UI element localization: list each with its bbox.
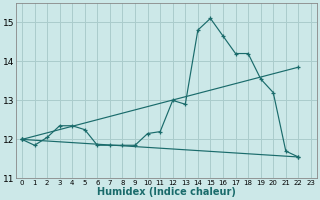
X-axis label: Humidex (Indice chaleur): Humidex (Indice chaleur) <box>97 187 236 197</box>
